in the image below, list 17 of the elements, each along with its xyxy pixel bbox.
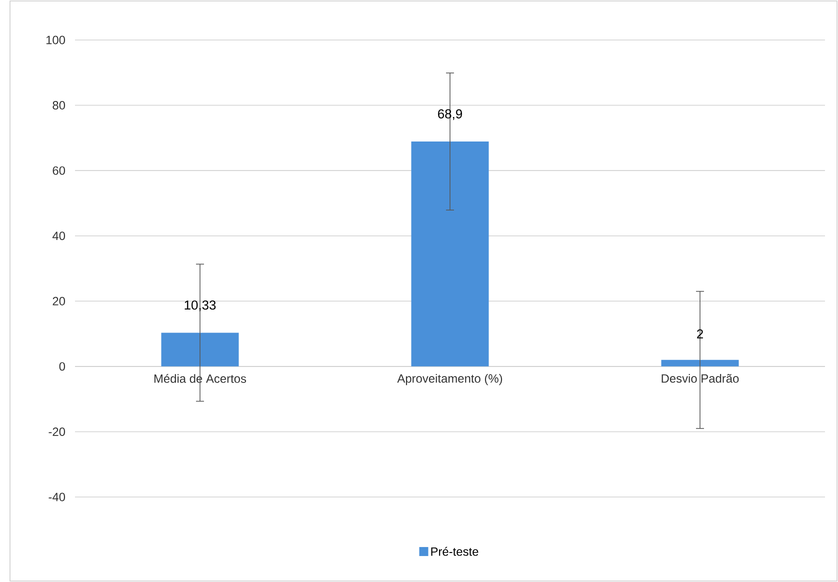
data-label: 68,9 [438, 109, 462, 120]
data-label: 10,33 [184, 300, 216, 312]
x-tick-label: Desvio Padrão [662, 374, 739, 383]
bar [411, 142, 489, 366]
bar [161, 332, 239, 366]
x-tick-label: Aproveitamento (%) [397, 374, 502, 386]
y-tick-label: -40 [48, 492, 66, 502]
y-tick-label: -20 [48, 427, 66, 436]
legend-label: Pré-teste [431, 546, 478, 556]
y-tick-label: 20 [52, 296, 66, 306]
y-tick-label: 0 [59, 362, 66, 371]
y-tick-label: 100 [46, 36, 66, 44]
bar [661, 360, 739, 366]
y-tick-label: 40 [52, 232, 66, 240]
y-tick-label: 60 [52, 166, 66, 175]
data-label: 2 [697, 329, 703, 338]
y-tick-label: 80 [52, 101, 66, 110]
